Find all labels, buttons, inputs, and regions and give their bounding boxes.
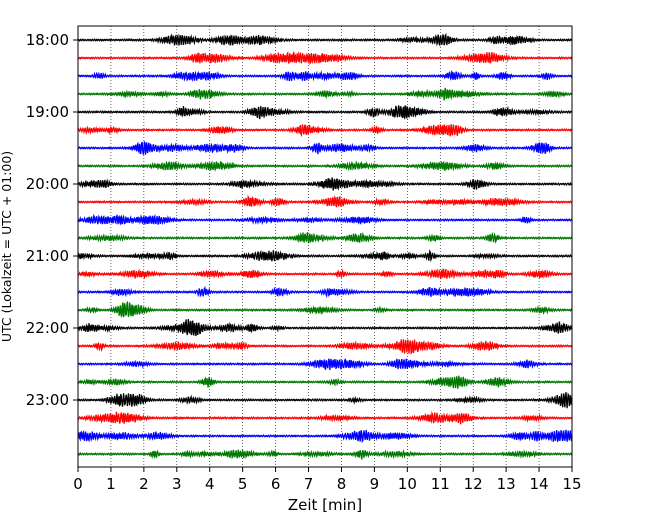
x-tick-label: 6 [271,475,281,493]
x-tick-label: 1 [106,475,116,493]
x-tick-label: 10 [398,475,417,493]
x-axis-ticks: 0 1 2 3 4 5 6 7 8 9 10 11 12 13 14 15 [73,467,582,493]
seismic-trace [77,140,573,155]
seismic-trace [77,249,573,263]
x-tick-label: 0 [73,475,83,493]
seismic-trace [77,124,573,138]
y-tick-label: 21:00 [26,247,69,265]
seismic-trace [77,160,573,172]
seismic-trace [77,32,573,47]
x-tick-label: 9 [370,475,380,493]
seismic-trace [77,318,573,337]
x-tick-label: 3 [172,475,182,493]
x-tick-label: 2 [139,475,149,493]
seismic-trace [77,339,573,356]
y-tick-label: 23:00 [26,391,69,409]
seismic-trace [77,70,573,82]
seismic-trace [77,231,573,245]
seismic-trace [77,410,573,425]
x-tick-label: 12 [464,475,483,493]
seismic-trace [77,177,573,191]
seismic-trace [77,285,573,298]
y-tick-label: 20:00 [26,175,69,193]
x-tick-label: 4 [205,475,215,493]
y-axis-ticks: 18:00 19:00 20:00 21:00 22:00 23:00 [26,31,78,409]
seismic-trace [77,448,573,460]
x-tick-label: 8 [337,475,347,493]
seismic-trace [77,87,573,101]
x-tick-label: 13 [497,475,516,493]
x-tick-label: 15 [562,475,581,493]
y-tick-label: 22:00 [26,319,69,337]
seismic-trace [77,268,573,280]
x-tick-label: 11 [431,475,450,493]
plot-frame [77,25,573,468]
seismic-trace [77,50,573,66]
seismic-trace [77,392,573,409]
seismic-traces [77,32,573,460]
y-axis-title: UTC (Lokalzeit = UTC + 01:00) [0,151,14,342]
y-tick-label: 18:00 [26,31,69,49]
x-tick-label: 14 [530,475,549,493]
seismic-trace [77,105,573,120]
x-axis-title: Zeit [min] [288,496,362,514]
seismic-trace [77,375,573,389]
x-tick-label: 7 [304,475,314,493]
seismic-trace [77,301,573,318]
x-tick-label: 5 [238,475,248,493]
seismic-trace [77,213,573,226]
seismic-trace [77,429,573,444]
y-tick-label: 19:00 [26,103,69,121]
seismic-trace [77,358,573,371]
seismic-trace [77,194,573,208]
